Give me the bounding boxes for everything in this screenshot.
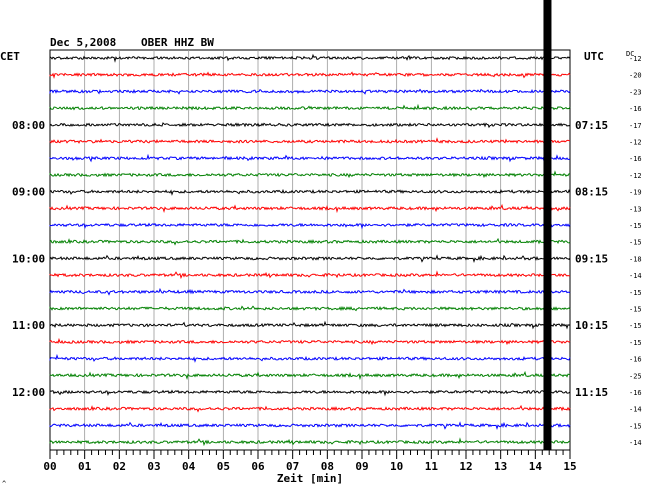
dc-offset-label: -23 [629, 88, 642, 96]
dc-offset-label: -12 [629, 172, 642, 180]
dc-offset-label: -20 [629, 72, 642, 80]
dc-offset-label: -12 [629, 55, 642, 63]
right-axis-label: UTC [584, 50, 604, 63]
dc-offset-label: -16 [629, 356, 642, 364]
dc-offset-label: -17 [629, 122, 642, 130]
dc-offset-label: -16 [629, 155, 642, 163]
left-time-label: 10:00 [12, 252, 45, 265]
dc-offset-label: -14 [629, 406, 642, 414]
x-tick-label: 03 [147, 460, 160, 473]
trace-1 [49, 53, 571, 63]
left-time-labels: 08:00 09:00 10:00 11:00 12:00 [12, 119, 45, 399]
right-time-labels: 07:15 08:15 09:15 10:15 11:15 [575, 119, 608, 399]
header-date: Dec 5,2008 [50, 36, 116, 49]
trace-19 [49, 353, 571, 363]
left-time-label: 11:00 [12, 319, 45, 332]
x-tick-label: 10 [390, 460, 403, 473]
dc-offset-label: -25 [629, 372, 642, 380]
x-tick-label: 09 [355, 460, 368, 473]
trace-8 [49, 170, 571, 179]
dc-offset-label: -15 [629, 222, 642, 230]
trace-6 [49, 137, 571, 144]
trace-4 [49, 103, 571, 111]
left-time-label: 08:00 [12, 119, 45, 132]
x-tick-label: 12 [459, 460, 472, 473]
x-tick-label: 04 [182, 460, 196, 473]
trace-9 [49, 188, 571, 196]
x-tick-label: 11 [425, 460, 439, 473]
right-time-label: 09:15 [575, 252, 608, 265]
header-station: OBER HHZ BW [141, 36, 214, 49]
trace-16 [49, 305, 571, 312]
x-tick-label: 02 [113, 460, 126, 473]
left-time-label: 12:00 [12, 386, 45, 399]
dc-offset-label: -14 [629, 272, 642, 280]
dc-offset-label: -15 [629, 322, 642, 330]
dc-offset-label: -14 [629, 439, 642, 447]
right-time-label: 07:15 [575, 119, 608, 132]
dc-offset-label: -15 [629, 422, 642, 430]
dc-offset-label: -15 [629, 289, 642, 297]
trace-5 [49, 122, 571, 129]
trace-13 [49, 254, 571, 264]
x-tick-label: 05 [217, 460, 230, 473]
dc-offset-label: -13 [629, 205, 642, 213]
trace-14 [49, 270, 571, 280]
trace-21 [49, 389, 571, 397]
x-tick-label: 06 [251, 460, 265, 473]
event-bar [543, 0, 552, 450]
dc-offset-label: -16 [629, 389, 642, 397]
right-time-label: 08:15 [575, 186, 608, 199]
dc-offset-label: -15 [629, 239, 642, 247]
dc-offset-label: -16 [629, 105, 642, 113]
x-axis-label: Zeit [min] [277, 472, 343, 485]
x-tick-label: 14 [529, 460, 543, 473]
x-axis: 00 01 02 03 04 05 06 07 08 09 10 11 12 13 14 15 [43, 450, 577, 473]
left-time-label: 09:00 [12, 186, 45, 199]
dc-offset-label: -15 [629, 306, 642, 314]
dc-offset-label: -18 [629, 255, 642, 263]
trace-17 [49, 320, 571, 330]
trace-group [49, 53, 571, 447]
trace-10 [49, 203, 571, 214]
dc-offset-label: -19 [629, 189, 642, 197]
trace-18 [49, 337, 571, 346]
trace-3 [49, 88, 571, 95]
right-time-label: 11:15 [575, 386, 608, 399]
event-bar-group [543, 0, 552, 450]
plot-frame [49, 49, 571, 451]
trace-20 [49, 370, 571, 381]
trace-12 [49, 237, 571, 246]
x-tick-label: 13 [494, 460, 507, 473]
x-tick-label: 00 [43, 460, 56, 473]
dc-label: DC [626, 50, 634, 58]
trace-7 [49, 153, 571, 163]
right-time-label: 10:15 [575, 319, 608, 332]
plot-grid [49, 49, 571, 451]
x-tick-label: 08 [321, 460, 334, 473]
x-tick-label: 07 [286, 460, 299, 473]
trace-15 [49, 287, 571, 296]
footer-mark: ^ [2, 480, 6, 488]
dc-offset-label: -12 [629, 139, 642, 147]
trace-22 [49, 404, 571, 413]
trace-2 [49, 71, 571, 79]
left-axis-label: CET [0, 50, 20, 63]
trace-11 [49, 222, 571, 230]
trace-23 [49, 421, 571, 431]
dc-offset-labels: -12 -20 -23 -16 -17 -12 -16 -12 -19 -13 -15 -15 -18 -… [629, 55, 642, 447]
dc-offset-label: -15 [629, 339, 642, 347]
x-tick-label: 01 [78, 460, 92, 473]
x-tick-label: 15 [563, 460, 576, 473]
trace-24 [49, 437, 571, 447]
